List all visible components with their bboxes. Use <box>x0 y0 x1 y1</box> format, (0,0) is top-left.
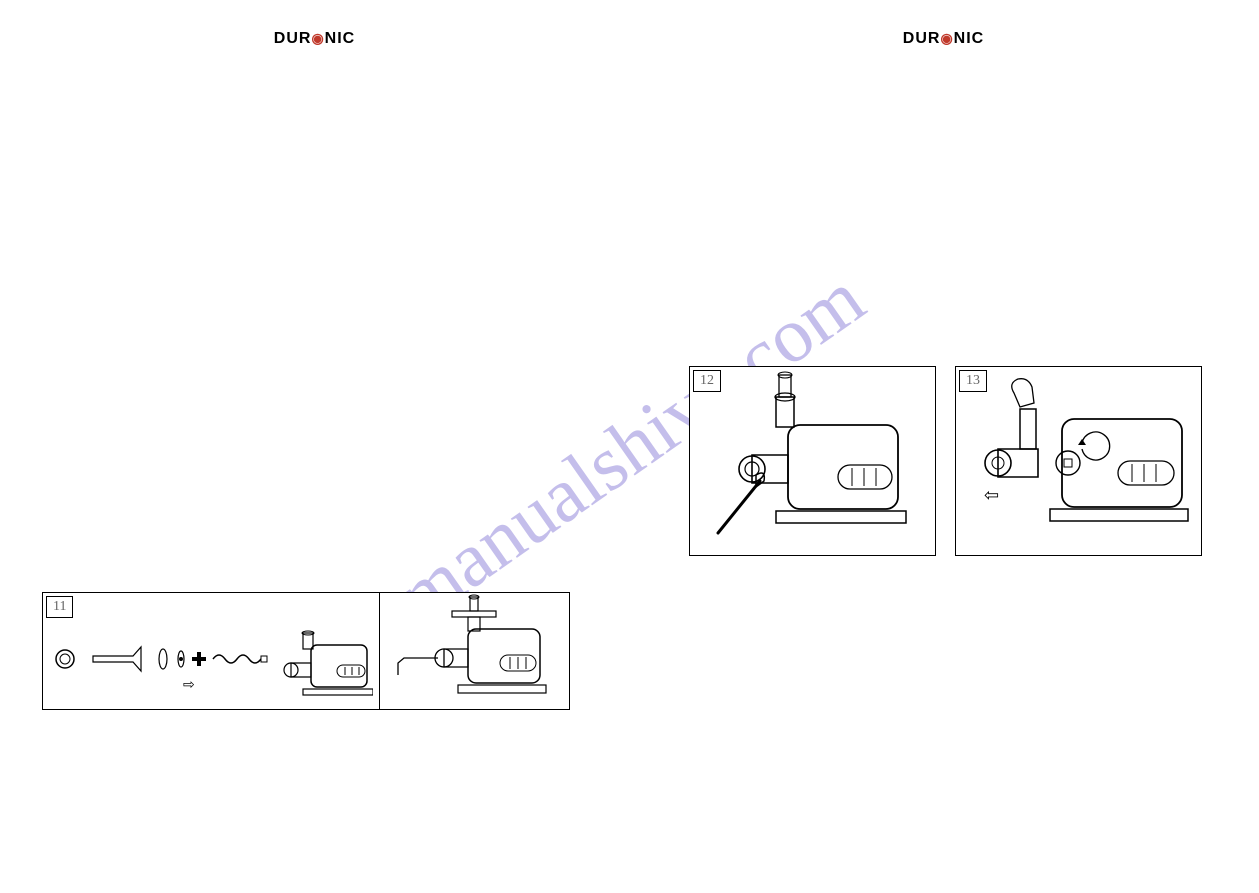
detached-head <box>985 379 1038 477</box>
grinder-detach-illustration: ⇦ <box>956 367 1203 557</box>
brand-accent-icon: ◉ <box>311 30 324 46</box>
brand-prefix: DUR <box>903 30 941 47</box>
figure-13: 13 <box>955 366 1202 556</box>
figure-11-label: 11 <box>46 596 73 618</box>
figure-11-panel-a: 11 ⇨ <box>42 592 380 710</box>
figure-12-label: 12 <box>693 370 721 392</box>
brand-logo-right: DUR◉NIC <box>903 30 984 48</box>
figure-13-label: 13 <box>959 370 987 392</box>
figure-11-group: 11 ⇨ <box>42 592 570 710</box>
figure-13-box: 13 <box>955 366 1202 556</box>
figure-11-panel-b <box>380 592 570 710</box>
figure-12-box: 12 <box>689 366 936 556</box>
brand-accent-icon: ◉ <box>940 30 953 46</box>
brand-suffix: NIC <box>325 30 356 47</box>
right-page: DUR◉NIC 12 <box>629 0 1258 893</box>
grinder-spanner-illustration <box>690 367 937 557</box>
assembled-grinder-illustration <box>380 593 570 711</box>
exploded-parts-illustration: ⇨ <box>53 629 373 704</box>
svg-text:⇨: ⇨ <box>183 676 195 692</box>
brand-logo-left: DUR◉NIC <box>274 30 355 48</box>
brand-suffix: NIC <box>954 30 985 47</box>
left-page: DUR◉NIC 11 ⇨ <box>0 0 629 893</box>
brand-prefix: DUR <box>274 30 312 47</box>
figure-12: 12 <box>689 366 936 556</box>
svg-text:⇦: ⇦ <box>984 485 999 505</box>
